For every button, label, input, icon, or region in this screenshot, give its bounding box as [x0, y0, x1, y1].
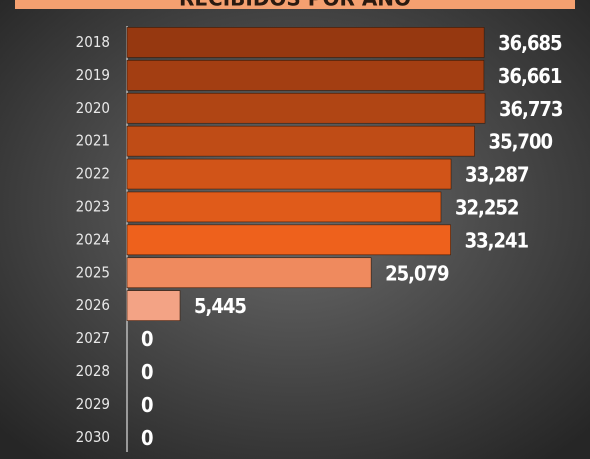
value-label: 36,773 — [499, 97, 563, 121]
value-label: 33,241 — [465, 228, 529, 252]
y-tick-label: 2029 — [76, 395, 110, 413]
value-label: 36,685 — [498, 31, 562, 55]
bar — [126, 60, 485, 91]
value-label: 36,661 — [498, 64, 562, 88]
value-label: 0 — [141, 327, 153, 351]
bar — [126, 125, 475, 157]
bar — [126, 92, 486, 124]
y-tick-label: 2028 — [76, 362, 110, 380]
value-label: 25,079 — [385, 261, 449, 285]
value-label: 35,700 — [489, 130, 553, 154]
y-tick-label: 2027 — [76, 329, 110, 347]
bar — [126, 27, 485, 58]
chart-title: RECIBIDOS POR AÑO — [179, 0, 411, 11]
value-label: 0 — [141, 426, 153, 450]
y-tick-label: 2023 — [76, 197, 110, 215]
bar — [126, 257, 372, 289]
y-tick-label: 2025 — [76, 263, 110, 281]
value-label: 33,287 — [465, 163, 529, 187]
value-label: 32,252 — [455, 195, 518, 219]
y-tick-label: 2026 — [76, 296, 110, 314]
y-tick-label: 2021 — [76, 132, 110, 150]
y-tick-label: 2022 — [76, 165, 110, 183]
bar — [126, 158, 452, 190]
y-tick-label: 2019 — [76, 66, 110, 84]
value-label: 0 — [141, 393, 153, 417]
y-tick-label: 2030 — [76, 428, 110, 446]
bar — [126, 290, 181, 321]
bar — [126, 191, 442, 223]
value-label: 5,445 — [194, 294, 246, 318]
y-tick-label: 2024 — [76, 230, 110, 248]
y-tick-label: 2020 — [76, 99, 110, 117]
value-label: 0 — [141, 360, 153, 384]
title-bar — [15, 0, 575, 9]
bar — [126, 224, 451, 256]
y-tick-label: 2018 — [76, 33, 110, 51]
